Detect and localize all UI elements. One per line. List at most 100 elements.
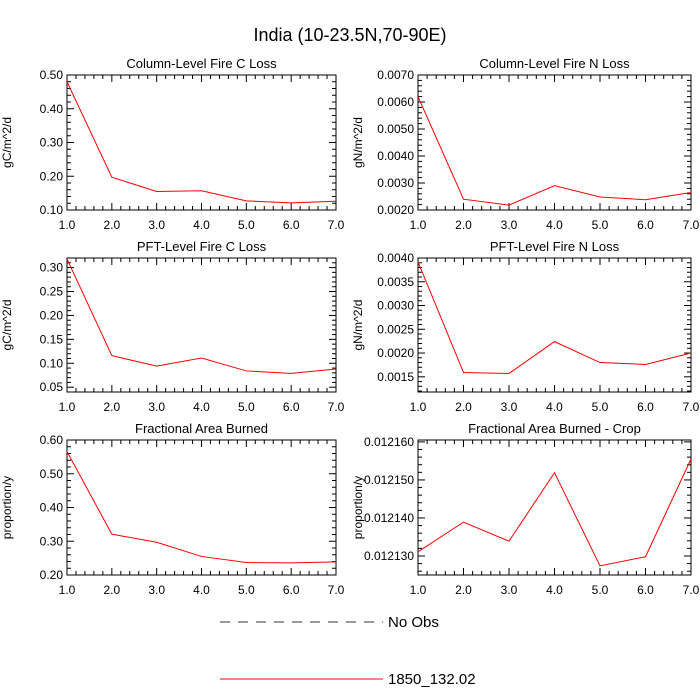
y-tick-label: 0.10 (40, 203, 64, 217)
x-tick-label: 4.0 (546, 218, 563, 232)
panel-4: PFT-Level Fire N Loss gN/m^2/d 1.0 2.0 3.0 4.… (351, 239, 700, 414)
x-tick-label: 1.0 (410, 400, 427, 414)
x-tick-label: 4.0 (546, 400, 563, 414)
x-tick-label: 6.0 (283, 218, 300, 232)
x-tick-label: 3.0 (148, 218, 165, 232)
y-tick-label: 0.0070 (377, 68, 414, 82)
y-tick-label: 0.0015 (377, 370, 414, 384)
y-tick-label: 0.0030 (377, 176, 414, 190)
y-tick-label: 0.0020 (377, 203, 414, 217)
series-line (417, 96, 692, 206)
panel-1: Column-Level Fire C Loss gC/m^2/d 1.0 2.0 3.… (0, 56, 345, 232)
x-tick-label: 7.0 (328, 218, 345, 232)
x-tick-label: 6.0 (283, 400, 300, 414)
y-tick-label: 0.15 (40, 332, 64, 346)
x-tick-label: 1.0 (410, 583, 427, 597)
x-tick-label: 3.0 (148, 400, 165, 414)
y-tick-label: 0.012140 (364, 511, 414, 525)
panel-title: PFT-Level Fire C Loss (137, 239, 267, 254)
panel-title: Column-Level Fire N Loss (479, 56, 630, 71)
y-tick-label: 0.20 (40, 568, 64, 582)
x-tick-label: 7.0 (683, 218, 700, 232)
y-tick-label: 0.0030 (377, 299, 414, 313)
plot-frame (417, 74, 692, 211)
x-tick-label: 3.0 (501, 400, 518, 414)
y-tick-label: 0.60 (40, 433, 64, 447)
y-tick-label: 0.30 (40, 534, 64, 548)
x-tick-label: 1.0 (59, 400, 76, 414)
x-tick-label: 2.0 (103, 583, 120, 597)
series-line (66, 451, 337, 564)
panels: Column-Level Fire C Loss gC/m^2/d 1.0 2.0 3.… (0, 56, 700, 597)
panel-3: PFT-Level Fire C Loss gC/m^2/d 1.0 2.0 3.0 4.… (0, 239, 345, 414)
panel-title: PFT-Level Fire N Loss (490, 239, 620, 254)
panel-6: Fractional Area Burned - Crop proportion/… (351, 421, 700, 597)
y-tick-label: 0.012150 (364, 473, 414, 487)
legend-label: No Obs (388, 614, 439, 631)
y-tick-label: 0.30 (40, 261, 64, 275)
y-tick-label: 0.30 (40, 136, 64, 150)
y-tick-label: 0.50 (40, 68, 64, 82)
x-tick-label: 6.0 (637, 583, 654, 597)
x-tick-label: 5.0 (592, 218, 609, 232)
y-axis-label: gC/m^2/d (0, 300, 14, 351)
x-tick-label: 6.0 (637, 218, 654, 232)
y-tick-label: 0.012130 (364, 549, 414, 563)
plot-frame (417, 257, 692, 393)
plot-frame (417, 439, 692, 576)
x-tick-label: 1.0 (59, 583, 76, 597)
series-line (66, 81, 337, 204)
y-tick-label: 0.50 (40, 467, 64, 481)
series-line (417, 458, 692, 567)
y-axis-label: gC/m^2/d (0, 117, 14, 168)
series-line (417, 261, 692, 374)
x-tick-label: 4.0 (193, 218, 210, 232)
x-tick-label: 4.0 (193, 583, 210, 597)
panel-2: Column-Level Fire N Loss gN/m^2/d 1.0 2.0 3.… (351, 56, 700, 232)
x-tick-label: 1.0 (59, 218, 76, 232)
y-tick-label: 0.0060 (377, 95, 414, 109)
panel-title: Column-Level Fire C Loss (126, 56, 277, 71)
y-tick-label: 0.40 (40, 102, 64, 116)
y-tick-label: 0.20 (40, 169, 64, 183)
legend: No Obs 1850_132.02 (220, 614, 476, 688)
x-tick-label: 7.0 (328, 583, 345, 597)
x-tick-label: 1.0 (410, 218, 427, 232)
y-tick-label: 0.10 (40, 356, 64, 370)
y-tick-label: 0.0025 (377, 322, 414, 336)
x-tick-label: 7.0 (683, 400, 700, 414)
x-tick-label: 4.0 (193, 400, 210, 414)
plot-frame (66, 257, 337, 393)
y-tick-label: 0.05 (40, 380, 64, 394)
x-tick-label: 3.0 (148, 583, 165, 597)
plot-frame (66, 74, 337, 211)
x-tick-label: 5.0 (238, 218, 255, 232)
x-tick-label: 4.0 (546, 583, 563, 597)
x-tick-label: 2.0 (455, 583, 472, 597)
y-axis-label: gN/m^2/d (351, 117, 365, 168)
x-tick-label: 5.0 (592, 400, 609, 414)
panel-title: Fractional Area Burned - Crop (468, 421, 641, 436)
y-tick-label: 0.0040 (377, 251, 414, 265)
x-tick-label: 3.0 (501, 583, 518, 597)
x-tick-label: 2.0 (455, 218, 472, 232)
x-tick-label: 7.0 (683, 583, 700, 597)
y-tick-label: 0.0035 (377, 275, 414, 289)
x-tick-label: 6.0 (283, 583, 300, 597)
x-tick-label: 7.0 (328, 400, 345, 414)
y-tick-label: 0.0040 (377, 149, 414, 163)
x-tick-label: 2.0 (103, 218, 120, 232)
legend-label: 1850_132.02 (388, 671, 476, 688)
y-tick-label: 0.20 (40, 308, 64, 322)
y-axis-label: proportion/y (0, 476, 14, 539)
x-tick-label: 5.0 (592, 583, 609, 597)
y-axis-label: proportion/y (351, 476, 365, 539)
x-tick-label: 5.0 (238, 583, 255, 597)
panel-title: Fractional Area Burned (135, 421, 268, 436)
y-tick-label: 0.0020 (377, 346, 414, 360)
x-tick-label: 5.0 (238, 400, 255, 414)
y-tick-label: 0.0050 (377, 122, 414, 136)
x-tick-label: 6.0 (637, 400, 654, 414)
y-tick-label: 0.012160 (364, 435, 414, 449)
